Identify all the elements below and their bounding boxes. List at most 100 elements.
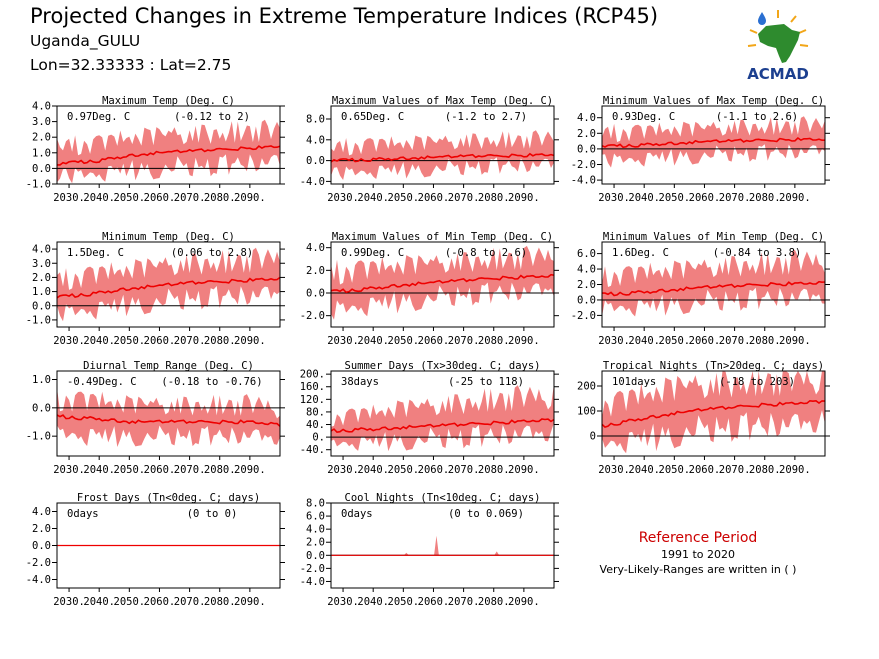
x-tick-label: 2090. <box>508 596 540 608</box>
x-tick-label: 2040. <box>628 192 660 204</box>
x-tick-label: 2090. <box>234 464 266 476</box>
x-tick-label: 2030. <box>53 464 85 476</box>
x-tick-label: 2040. <box>628 464 660 476</box>
y-tick-label: 4.0 <box>32 506 51 518</box>
y-tick-label: 0.0 <box>32 163 51 175</box>
x-tick-label: 2060. <box>689 335 721 347</box>
range-spike <box>434 535 439 556</box>
x-tick-label: 2030. <box>327 192 359 204</box>
y-tick-label: 6.0 <box>577 248 596 260</box>
y-tick-label: -4.0 <box>571 175 596 187</box>
x-tick-label: 2070. <box>174 192 206 204</box>
very-likely-range-label: (0 to 0) <box>187 508 238 520</box>
y-tick-label: 4.0 <box>577 112 596 124</box>
chart-title: Summer Days (Tx>30deg. C; days) <box>345 360 541 372</box>
y-tick-label: 200 <box>577 381 596 393</box>
mean-line <box>56 276 281 299</box>
x-tick-label: 2060. <box>689 464 721 476</box>
plot-frame <box>330 502 555 589</box>
very-likely-range-label: (0.06 to 2.8) <box>171 247 253 259</box>
y-tick-label: 4.0 <box>306 134 325 146</box>
x-tick-label: 2090. <box>779 464 811 476</box>
x-tick-label: 2030. <box>53 596 85 608</box>
y-tick-label: 160. <box>300 381 325 393</box>
y-tick-label: 3.0 <box>32 116 51 128</box>
y-tick-label: -2.0 <box>571 310 596 322</box>
y-tick-label: 0.0 <box>306 288 325 300</box>
mean-change-label: 1.5Deg. C <box>67 247 124 259</box>
x-tick-label: 2030. <box>53 192 85 204</box>
chart-title: Minimum Values of Max Temp (Deg. C) <box>603 95 824 107</box>
mean-line <box>330 273 555 294</box>
x-tick-label: 2050. <box>659 335 691 347</box>
x-tick-label: 2070. <box>448 596 480 608</box>
chart-panel: 4.0 2.0 0.0 -2.0 -4.02030.2040.2050.2060.207… <box>26 492 285 608</box>
plot-frame <box>56 241 281 328</box>
x-tick-label: 2070. <box>719 192 751 204</box>
x-tick-label: 2080. <box>478 464 510 476</box>
x-tick-label: 2050. <box>114 192 146 204</box>
mean-change-label: 0days <box>341 508 373 520</box>
y-tick-label: 2.0 <box>32 523 51 535</box>
x-tick-label: 2060. <box>689 192 721 204</box>
y-tick-label: -40. <box>300 444 325 456</box>
y-tick-label: 0. <box>312 432 325 444</box>
x-tick-label: 2080. <box>749 192 781 204</box>
x-tick-label: 2090. <box>234 596 266 608</box>
mean-change-label: 0.65Deg. C <box>341 111 404 123</box>
y-tick-label: 1.0 <box>32 374 51 386</box>
x-tick-label: 2070. <box>448 192 480 204</box>
x-tick-label: 2060. <box>418 192 450 204</box>
x-tick-label: 2080. <box>749 464 781 476</box>
y-tick-label: 0.0 <box>577 294 596 306</box>
x-tick-label: 2050. <box>388 596 420 608</box>
range-band <box>331 383 554 452</box>
y-tick-label: 2.0 <box>32 132 51 144</box>
chart-title: Minimum Temp (Deg. C) <box>102 231 235 243</box>
mean-change-label: 0.97Deg. C <box>67 111 130 123</box>
x-tick-label: 2030. <box>598 335 630 347</box>
range-band <box>602 249 825 317</box>
x-tick-label: 2050. <box>659 192 691 204</box>
chart-panel: 4.02.00.0-2.02030.2040.2050.2060.2070.20… <box>300 231 559 347</box>
x-tick-label: 2070. <box>448 464 480 476</box>
very-likely-range-label: (-0.12 to 2) <box>174 111 250 123</box>
y-tick-label: 100 <box>577 406 596 418</box>
x-tick-label: 2040. <box>357 464 389 476</box>
x-tick-label: 2030. <box>53 335 85 347</box>
chart-title: Maximum Values of Min Temp (Deg. C) <box>332 231 553 243</box>
mean-change-label: 0days <box>67 508 99 520</box>
y-tick-label: 200. <box>300 369 325 381</box>
reference-period-title: Reference Period <box>638 530 758 546</box>
y-tick-label: -1.0 <box>26 431 51 443</box>
plot-frame <box>330 105 555 185</box>
chart-panel: 4.03.02.01.00.0-1.02030.2040.2050.2060.2… <box>26 231 285 347</box>
plot-frame <box>601 370 826 457</box>
location-name: Uganda_GULU <box>30 32 141 50</box>
x-tick-label: 2050. <box>114 464 146 476</box>
very-likely-range-label: (-1.1 to 2.6) <box>716 111 798 123</box>
mean-line <box>602 280 826 297</box>
range-spike <box>494 551 500 556</box>
y-tick-label: 2.0 <box>577 128 596 140</box>
y-tick-label: 3.0 <box>32 258 51 270</box>
y-tick-label: 0.0 <box>306 155 325 167</box>
very-likely-ranges-note: Very-Likely-Ranges are written in ( ) <box>599 563 797 576</box>
y-tick-label: 8.0 <box>306 114 325 126</box>
water-drop-icon <box>758 12 766 25</box>
x-tick-label: 2060. <box>418 464 450 476</box>
very-likely-range-label: (-0.18 to -0.76) <box>161 376 262 388</box>
very-likely-range-label: (-25 to 118) <box>448 376 524 388</box>
x-tick-label: 2050. <box>388 192 420 204</box>
y-tick-label: 4.0 <box>306 242 325 254</box>
y-tick-label: 1.0 <box>32 286 51 298</box>
chart-title: Tropical Nights (Tn>20deg. C; days) <box>603 360 824 372</box>
y-tick-label: 4.0 <box>577 264 596 276</box>
x-tick-label: 2050. <box>388 335 420 347</box>
x-tick-label: 2090. <box>508 464 540 476</box>
very-likely-range-label: (-0.8 to 2.6) <box>445 247 527 259</box>
y-tick-label: -2.0 <box>300 310 325 322</box>
x-tick-label: 2090. <box>234 335 266 347</box>
mean-change-label: -0.49Deg. C <box>67 376 137 388</box>
